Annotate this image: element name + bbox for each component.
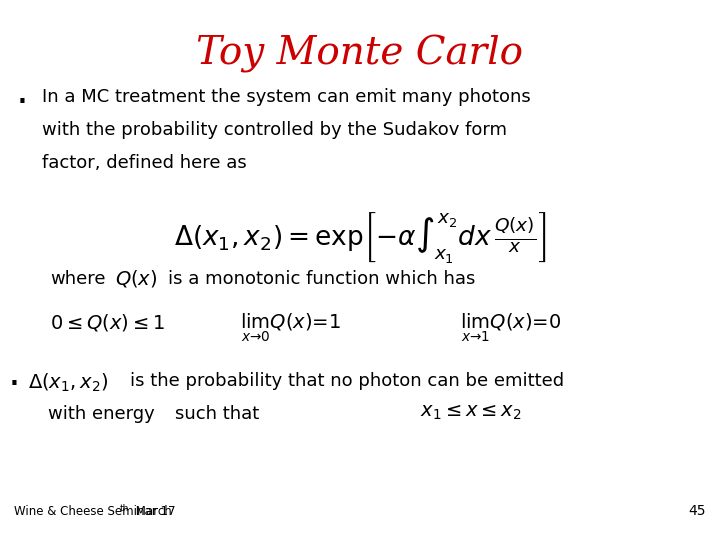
Text: such that: such that [175, 405, 259, 423]
Text: March: March [132, 505, 172, 518]
Text: $\Delta(x_1, x_2) = \exp\!\left[-\alpha\int_{x_1}^{x_2} dx\,\frac{Q(x)}{x}\right: $\Delta(x_1, x_2) = \exp\!\left[-\alpha\… [174, 210, 546, 265]
Text: ·: · [10, 372, 19, 396]
Text: $x_1 \leq x \leq x_2$: $x_1 \leq x \leq x_2$ [420, 403, 521, 422]
Text: Wine & Cheese Seminar 17: Wine & Cheese Seminar 17 [14, 505, 176, 518]
Text: with the probability controlled by the Sudakov form: with the probability controlled by the S… [42, 121, 507, 139]
Text: is a monotonic function which has: is a monotonic function which has [168, 270, 475, 288]
Text: with energy: with energy [48, 405, 155, 423]
Text: $\Delta(x_1, x_2)$: $\Delta(x_1, x_2)$ [28, 372, 109, 394]
Text: In a MC treatment the system can emit many photons: In a MC treatment the system can emit ma… [42, 88, 531, 106]
Text: $\lim_{x \to 1} Q(x) = 0$: $\lim_{x \to 1} Q(x) = 0$ [460, 312, 562, 345]
Text: $\lim_{x \to 0} Q(x) = 1$: $\lim_{x \to 0} Q(x) = 1$ [240, 312, 341, 345]
Text: $Q(x)$: $Q(x)$ [115, 268, 158, 289]
Text: is the probability that no photon can be emitted: is the probability that no photon can be… [130, 372, 564, 390]
Text: where: where [50, 270, 106, 288]
Text: th: th [120, 504, 130, 513]
Text: factor, defined here as: factor, defined here as [42, 154, 247, 172]
Text: $0 \leq Q(x) \leq 1$: $0 \leq Q(x) \leq 1$ [50, 312, 165, 333]
Text: 45: 45 [688, 504, 706, 518]
Text: Toy Monte Carlo: Toy Monte Carlo [197, 35, 523, 73]
Text: ·: · [18, 90, 27, 114]
